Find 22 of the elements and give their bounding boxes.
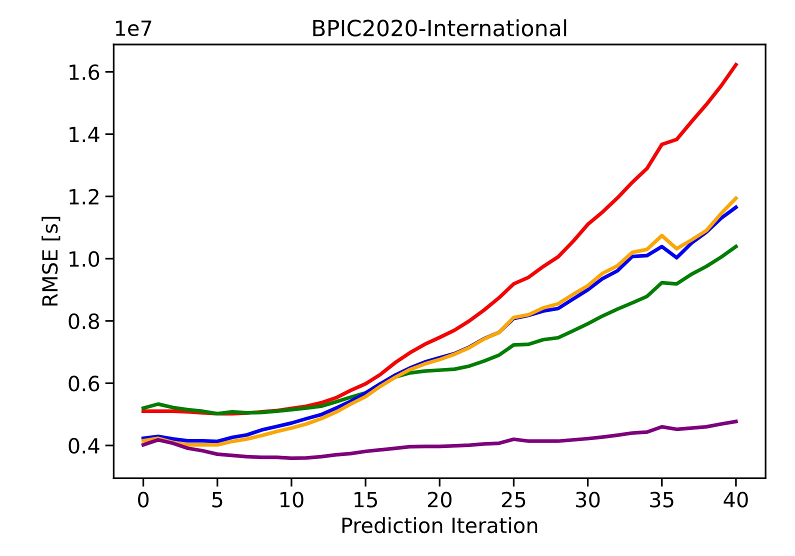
y-tick-label: 0.6	[68, 376, 100, 392]
x-axis-title: Prediction Iteration	[342, 517, 538, 534]
y-axis-title: RMSE [s]	[42, 216, 60, 306]
x-tick-label: 35	[650, 492, 674, 508]
x-tick-label: 5	[212, 492, 222, 508]
x-tick-label: 40	[724, 492, 748, 508]
y-tick-label: 0.8	[68, 313, 100, 330]
x-tick-label: 30	[576, 492, 600, 508]
y-tick-label: 1.2	[70, 188, 98, 204]
x-tick-label: 25	[502, 492, 526, 508]
x-tick-label: 0	[138, 492, 149, 508]
y-tick-label: 1.6	[70, 64, 100, 80]
y-tick-label: 1.0	[70, 251, 100, 267]
line-series	[142, 420, 738, 460]
chart-title: BPIC2020-International	[313, 19, 566, 36]
y-tick-label: 1.4	[70, 126, 100, 142]
x-tick-label: 20	[428, 492, 452, 508]
x-tick-label: 10	[280, 492, 304, 508]
y-tick-label: 0.4	[68, 438, 100, 454]
line-series	[142, 244, 738, 416]
x-tick-label: 15	[354, 492, 377, 508]
text: 1e7	[116, 20, 152, 36]
